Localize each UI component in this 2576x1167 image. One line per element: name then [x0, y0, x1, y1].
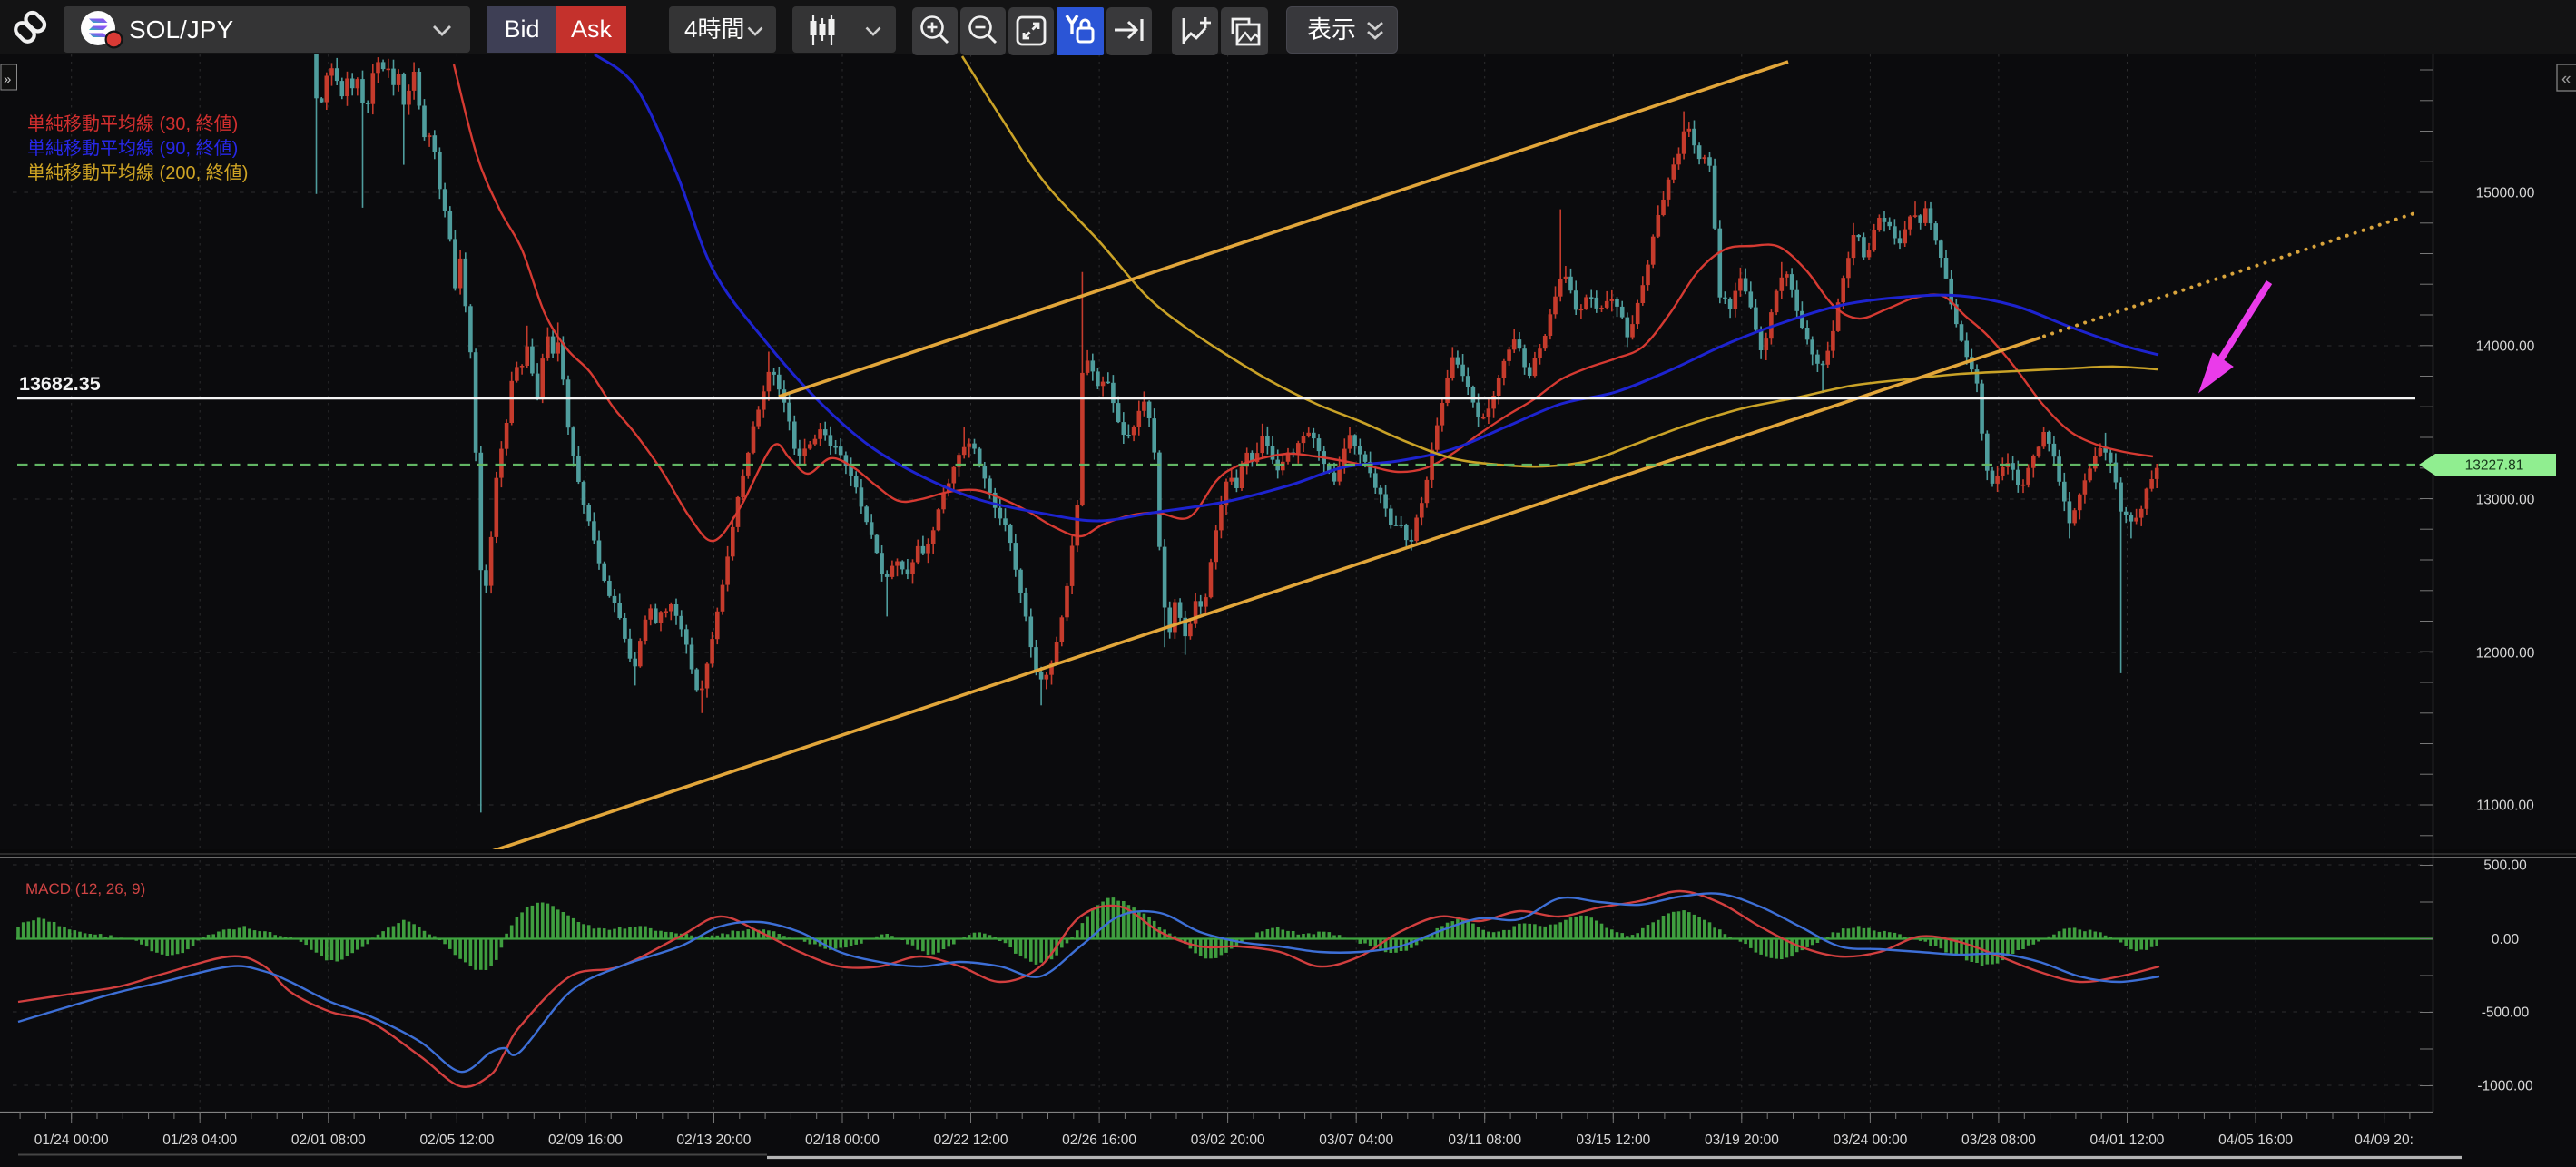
svg-text:02/13 20:00: 02/13 20:00 — [677, 1133, 752, 1148]
svg-text:500.00: 500.00 — [2483, 858, 2527, 874]
svg-text:11000.00: 11000.00 — [2476, 799, 2534, 814]
svg-text:MACD (12, 26, 9): MACD (12, 26, 9) — [25, 880, 145, 897]
svg-text:-1000.00: -1000.00 — [2477, 1079, 2533, 1094]
svg-text:04/01 12:00: 04/01 12:00 — [2090, 1133, 2165, 1148]
svg-text:02/22 12:00: 02/22 12:00 — [934, 1133, 1008, 1148]
svg-text:14000.00: 14000.00 — [2476, 339, 2535, 355]
svg-text:03/11 08:00: 03/11 08:00 — [1448, 1133, 1521, 1148]
svg-text:03/28 08:00: 03/28 08:00 — [1961, 1133, 2036, 1148]
svg-text:単純移動平均線 (30, 終値): 単純移動平均線 (30, 終値) — [27, 113, 238, 134]
svg-text:単純移動平均線 (200, 終値): 単純移動平均線 (200, 終値) — [27, 162, 248, 183]
svg-text:02/09 16:00: 02/09 16:00 — [548, 1133, 623, 1148]
svg-text:13227.81: 13227.81 — [2465, 458, 2524, 474]
svg-text:03/24 00:00: 03/24 00:00 — [1833, 1133, 1907, 1148]
svg-text:04/05 16:00: 04/05 16:00 — [2218, 1133, 2293, 1148]
svg-text:0.00: 0.00 — [2492, 932, 2520, 947]
svg-text:»: » — [4, 72, 11, 87]
svg-text:02/26 16:00: 02/26 16:00 — [1062, 1133, 1136, 1148]
svg-text:03/19 20:00: 03/19 20:00 — [1705, 1133, 1779, 1148]
svg-text:単純移動平均線 (90, 終値): 単純移動平均線 (90, 終値) — [27, 138, 238, 159]
svg-text:-500.00: -500.00 — [2482, 1005, 2530, 1021]
svg-text:02/01 08:00: 02/01 08:00 — [291, 1133, 366, 1148]
svg-text:«: « — [2561, 70, 2571, 89]
svg-text:12000.00: 12000.00 — [2476, 646, 2535, 662]
svg-text:02/18 00:00: 02/18 00:00 — [805, 1133, 880, 1148]
svg-text:13000.00: 13000.00 — [2476, 493, 2535, 508]
svg-text:03/15 12:00: 03/15 12:00 — [1576, 1133, 1650, 1148]
svg-text:04/09 20:: 04/09 20: — [2355, 1133, 2414, 1148]
svg-text:02/05 12:00: 02/05 12:00 — [419, 1133, 494, 1148]
svg-text:03/07 04:00: 03/07 04:00 — [1319, 1133, 1393, 1148]
svg-text:01/28 04:00: 01/28 04:00 — [162, 1133, 237, 1148]
svg-text:01/24 00:00: 01/24 00:00 — [34, 1133, 109, 1148]
svg-text:15000.00: 15000.00 — [2476, 186, 2535, 201]
svg-text:03/02 20:00: 03/02 20:00 — [1191, 1133, 1265, 1148]
svg-text:13682.35: 13682.35 — [19, 373, 101, 395]
